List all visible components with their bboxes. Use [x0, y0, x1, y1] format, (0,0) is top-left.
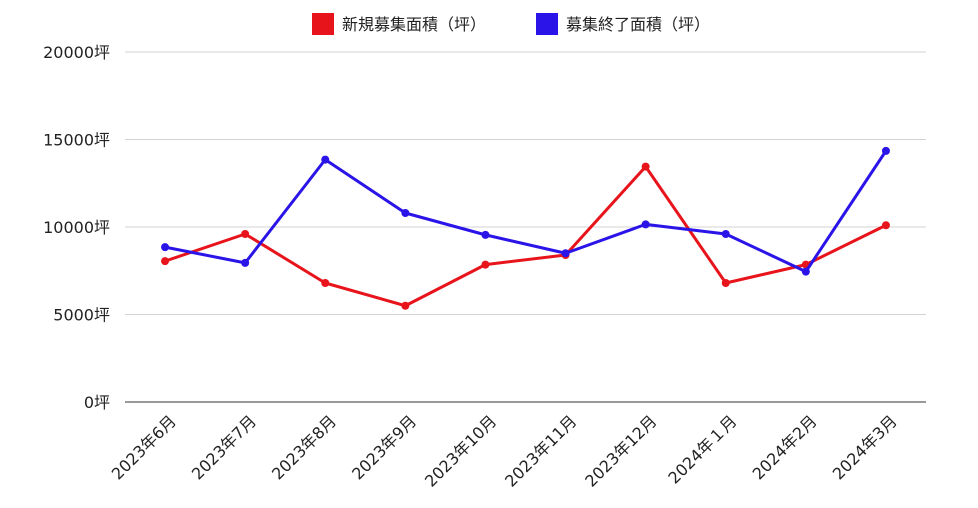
y-tick-label: 15000坪: [43, 131, 110, 150]
data-point: [481, 260, 490, 269]
x-tick-label: 2023年9月: [348, 411, 420, 483]
data-point: [721, 279, 730, 287]
y-tick-label: 5000坪: [53, 306, 110, 325]
data-point: [161, 243, 170, 252]
x-tick-label: 2023年6月: [108, 411, 180, 483]
x-tick-label: 2023年12月: [581, 411, 660, 490]
legend-item-1: 新規募集面積（坪）: [312, 13, 486, 35]
x-axis: 2023年6月 2023年7月 2023年8月 2023年9月 2023年10月 2023…: [108, 411, 901, 490]
x-tick-label: 2023年11月: [501, 411, 580, 490]
series-2: [161, 146, 890, 276]
data-point: [721, 230, 730, 238]
series-line: [163, 165, 888, 308]
legend-item-2: 募集終了面積（坪）: [536, 13, 710, 35]
data-point: [881, 221, 890, 230]
x-tick-label: 2023年10月: [421, 411, 500, 490]
y-axis: 0坪 5000坪 10000坪 15000坪 20000坪: [43, 43, 110, 412]
data-point: [241, 258, 250, 267]
data-point: [321, 279, 330, 287]
data-point: [161, 257, 170, 266]
data-point: [241, 230, 250, 238]
data-point: [481, 230, 490, 239]
x-tick-label: 2023年7月: [188, 411, 260, 483]
y-tick-label: 0坪: [84, 393, 110, 412]
x-tick-label: 2024年3月: [829, 411, 901, 483]
legend-label: 募集終了面積（坪）: [566, 15, 710, 34]
x-tick-label: 2023年8月: [268, 411, 340, 483]
legend-swatch: [312, 13, 334, 35]
y-tick-label: 20000坪: [43, 43, 110, 62]
data-point: [321, 155, 330, 164]
legend: 新規募集面積（坪） 募集終了面積（坪）: [312, 13, 710, 35]
series-1: [161, 162, 890, 310]
y-tick-label: 10000坪: [43, 218, 110, 237]
data-point: [641, 162, 650, 171]
data-point: [561, 249, 570, 258]
data-point: [401, 301, 410, 310]
legend-label: 新規募集面積（坪）: [342, 15, 486, 34]
series-layer: [161, 146, 890, 310]
x-tick-label: 2024年2月: [749, 411, 821, 483]
data-point: [401, 209, 410, 217]
data-point: [801, 267, 810, 276]
data-point: [641, 220, 650, 229]
series-line: [163, 149, 888, 274]
grid: [125, 51, 926, 403]
legend-swatch: [536, 13, 558, 35]
data-point: [881, 146, 890, 155]
x-tick-label: 2024年１月: [664, 411, 740, 487]
